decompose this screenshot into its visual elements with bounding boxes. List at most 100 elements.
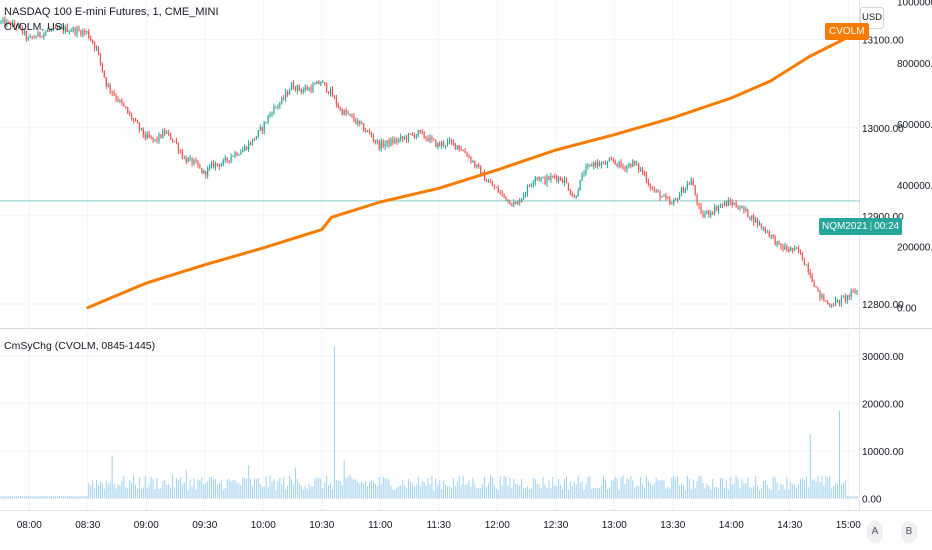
candle-body xyxy=(795,247,798,249)
candle-body xyxy=(649,184,651,189)
candle-body xyxy=(657,190,659,192)
candle-body xyxy=(99,53,102,63)
candle-body xyxy=(0,21,2,23)
candle-body xyxy=(567,183,570,191)
candle-body xyxy=(842,296,844,298)
candle-body xyxy=(123,103,125,107)
candle-body xyxy=(121,99,123,104)
candle-body xyxy=(398,139,400,142)
candle-body xyxy=(88,31,90,38)
candle-body xyxy=(6,21,8,26)
candle-body xyxy=(361,123,363,125)
candle-body xyxy=(717,206,720,211)
time-tick-label: 11:30 xyxy=(427,520,452,531)
log-scale-button[interactable]: B xyxy=(901,521,917,543)
candle-body xyxy=(127,108,129,113)
candle-body xyxy=(682,188,685,193)
candle-body xyxy=(677,198,679,200)
candle-body xyxy=(651,188,653,190)
candle-body xyxy=(647,181,649,185)
candle-body xyxy=(821,295,823,298)
candle-body xyxy=(312,84,314,92)
candle-body xyxy=(238,154,240,156)
candle-body xyxy=(279,103,281,107)
candle-body xyxy=(288,90,291,95)
candle-body xyxy=(70,31,72,33)
candle-body xyxy=(388,140,390,146)
candle-body xyxy=(119,99,121,102)
candle-body xyxy=(550,176,552,181)
auto-scale-button[interactable]: A xyxy=(867,521,883,543)
candle-body xyxy=(21,26,24,34)
candle-body xyxy=(76,28,78,34)
candle-body xyxy=(721,204,724,206)
candle-body xyxy=(333,96,336,98)
candle-body xyxy=(12,22,14,27)
candle-body xyxy=(228,160,230,162)
candle-body xyxy=(72,27,74,32)
hist-tick-label: 10000.00 xyxy=(862,447,904,458)
candle-body xyxy=(540,177,542,181)
candle-body xyxy=(435,139,437,147)
candle-body xyxy=(322,82,324,84)
candle-body xyxy=(82,30,84,36)
candle-body xyxy=(308,87,310,91)
candle-body xyxy=(277,106,279,108)
candle-body xyxy=(565,178,568,184)
candle-body xyxy=(209,166,211,168)
candle-body xyxy=(302,89,304,92)
candle-body xyxy=(154,139,156,141)
candle-body xyxy=(140,127,142,130)
candle-body xyxy=(756,219,759,225)
candle-body xyxy=(253,139,256,141)
candle-body xyxy=(659,191,661,198)
candle-body xyxy=(478,164,480,167)
candle-body xyxy=(608,159,610,162)
candle-body xyxy=(27,37,29,39)
candle-body xyxy=(558,177,560,181)
candle-body xyxy=(786,246,788,250)
time-tick-label: 12:00 xyxy=(485,520,510,531)
candle-body xyxy=(170,133,172,140)
cvolm-tick-label: 400000.00 xyxy=(897,181,932,192)
candle-body xyxy=(597,162,599,166)
candle-body xyxy=(105,77,107,87)
candle-body xyxy=(150,137,152,139)
candle-body xyxy=(585,166,587,174)
time-tick-label: 11:00 xyxy=(368,520,393,531)
candle-body xyxy=(366,130,369,132)
candle-body xyxy=(136,120,139,124)
candle-body xyxy=(710,212,712,216)
candle-body xyxy=(485,181,488,183)
candle-body xyxy=(404,137,406,139)
candle-body xyxy=(723,202,726,205)
candle-body xyxy=(749,217,751,219)
cvolm-tick-label: 200000.00 xyxy=(897,242,932,253)
time-tick-label: 08:00 xyxy=(17,520,42,531)
candle-body xyxy=(296,85,298,91)
candle-body xyxy=(236,152,238,156)
candle-body xyxy=(109,84,111,91)
candle-body xyxy=(382,141,384,147)
candle-body xyxy=(797,248,800,251)
candle-body xyxy=(665,195,667,198)
candle-body xyxy=(261,127,263,131)
candle-body xyxy=(183,157,185,159)
candle-body xyxy=(224,157,226,161)
candle-body xyxy=(199,165,201,168)
candle-body xyxy=(156,139,158,141)
cvolm-tick-label: 0.00 xyxy=(897,304,917,315)
candle-body xyxy=(675,198,677,200)
candle-body xyxy=(483,172,486,182)
candle-body xyxy=(195,159,197,162)
candle-body xyxy=(831,305,833,307)
candle-body xyxy=(349,114,351,116)
candle-body xyxy=(630,163,632,168)
cvolm-tick-label: 600000.00 xyxy=(897,120,932,131)
candle-body xyxy=(519,200,521,203)
candle-body xyxy=(602,162,605,164)
candle-body xyxy=(443,142,445,146)
candle-body xyxy=(218,164,220,167)
candle-body xyxy=(825,300,827,302)
